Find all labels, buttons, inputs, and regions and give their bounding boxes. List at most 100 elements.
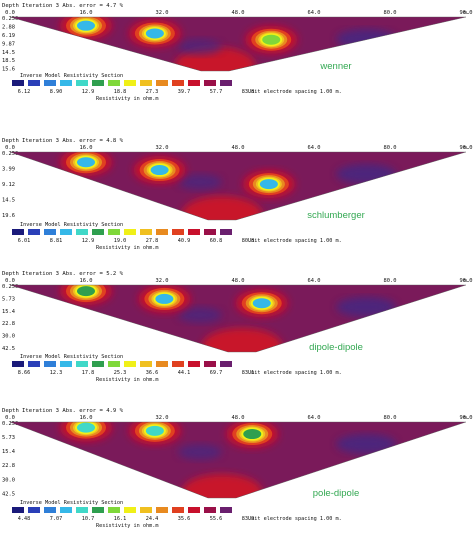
depth-tick-label: 5.73 — [2, 296, 15, 302]
section-panel-dipole-dipole: Depth Iteration 3 Abs. error = 5.2 % 0.0 16… — [0, 268, 474, 396]
legend-swatch — [220, 229, 232, 235]
x-tick-label: 16.0 — [80, 415, 93, 421]
legend-swatch — [172, 80, 184, 86]
legend-swatch — [12, 507, 24, 513]
x-tick-label: 80.0 — [384, 415, 397, 421]
legend-swatch — [220, 80, 232, 86]
legend-swatch — [204, 507, 216, 513]
resistivity-anomaly — [242, 170, 295, 199]
resistivity-anomaly — [138, 285, 191, 313]
section-svg: Depth Iteration 3 Abs. error = 4.9 % 0.0 16… — [2, 408, 473, 529]
legend-swatch — [172, 507, 184, 513]
low-resistivity-patch — [336, 164, 397, 184]
resistivity-unit-label: Resistivity in ohm.m — [96, 523, 158, 529]
legend-swatch — [220, 361, 232, 367]
depth-header: Depth — [2, 271, 19, 277]
x-unit-label: m. — [464, 10, 471, 16]
x-tick-label: 64.0 — [308, 10, 321, 16]
legend-swatch — [44, 229, 56, 235]
legend-value: 83.8 — [242, 89, 255, 95]
section-outline — [9, 421, 467, 499]
x-tick-label: 16.0 — [80, 145, 93, 151]
x-unit-label: m. — [464, 278, 471, 284]
x-tick-label: 48.0 — [232, 145, 245, 151]
section-outline — [9, 151, 467, 221]
legend-swatch — [28, 80, 40, 86]
legend-value: 8.90 — [50, 89, 63, 95]
legend-value: 17.8 — [82, 370, 95, 376]
legend-value: 7.07 — [50, 516, 63, 522]
legend-value: 27.8 — [146, 238, 159, 244]
legend-value: 80.8 — [242, 238, 255, 244]
legend-swatch — [44, 507, 56, 513]
x-tick-label: 80.0 — [384, 145, 397, 151]
color-legend: 6.12 8.90 12.9 18.8 27.3 39.7 57.7 83.8 — [12, 80, 254, 95]
legend-value: 8.66 — [18, 370, 31, 376]
x-unit-label: m. — [464, 145, 471, 151]
low-resistivity-patch — [178, 444, 222, 460]
legend-swatch — [204, 80, 216, 86]
depth-tick-label: 6.19 — [2, 33, 15, 39]
x-tick-label: 32.0 — [156, 278, 169, 284]
depth-header: Depth — [2, 3, 19, 9]
section-body — [10, 285, 466, 352]
depth-tick-label: 42.5 — [2, 491, 15, 497]
method-label: wenner — [319, 61, 351, 72]
legend-swatch — [12, 361, 24, 367]
legend-swatch — [108, 229, 120, 235]
legend-swatch — [188, 229, 200, 235]
legend-value: 39.7 — [178, 89, 191, 95]
iteration-label: Iteration 3 Abs. error = 4.8 % — [22, 138, 124, 144]
depth-tick-label: 22.8 — [2, 321, 15, 327]
anomaly-ring — [145, 28, 164, 39]
depth-tick-label: 2.88 — [2, 24, 15, 30]
low-resistivity-patch — [336, 297, 397, 317]
low-resistivity-patch — [178, 307, 222, 323]
legend-swatch — [92, 80, 104, 86]
color-legend: 8.66 12.3 17.8 25.3 36.6 44.1 69.7 83.1 — [12, 361, 254, 376]
legend-swatch — [172, 361, 184, 367]
section-body — [10, 422, 466, 498]
x-tick-label: 64.0 — [308, 278, 321, 284]
anomaly-ring — [77, 286, 95, 297]
legend-swatch — [44, 80, 56, 86]
depth-tick-label: 30.0 — [2, 477, 15, 483]
x-tick-label: 0.0 — [5, 278, 15, 284]
resistivity-unit-label: Resistivity in ohm.m — [96, 245, 158, 251]
legend-swatch — [60, 507, 72, 513]
anomaly-ring — [262, 34, 281, 45]
depth-tick-label: 5.73 — [2, 435, 15, 441]
legend-value: 6.01 — [18, 238, 31, 244]
x-tick-label: 80.0 — [384, 10, 397, 16]
legend-swatch — [124, 229, 136, 235]
legend-swatch — [108, 507, 120, 513]
legend-value: 60.8 — [210, 238, 223, 244]
x-tick-label: 96.0 — [460, 10, 473, 16]
legend-value: 16.1 — [114, 516, 127, 522]
model-title: Inverse Model Resistivity Section — [20, 222, 123, 228]
legend-value: 35.6 — [178, 516, 191, 522]
model-title: Inverse Model Resistivity Section — [20, 73, 123, 79]
anomaly-ring — [77, 20, 95, 31]
legend-value: 27.3 — [146, 89, 159, 95]
method-label: dipole-dipole — [309, 342, 363, 353]
x-tick-label: 48.0 — [232, 10, 245, 16]
x-tick-label: 16.0 — [80, 10, 93, 16]
resistivity-anomaly — [60, 17, 112, 40]
x-tick-label: 64.0 — [308, 145, 321, 151]
resistivity-anomaly — [60, 285, 112, 306]
anomaly-ring — [145, 425, 164, 436]
legend-value: 12.9 — [82, 238, 95, 244]
legend-swatch — [28, 361, 40, 367]
deep-conductive-zone — [182, 196, 262, 220]
legend-value: 25.3 — [114, 370, 127, 376]
legend-swatch — [204, 361, 216, 367]
legend-swatch — [140, 80, 152, 86]
x-tick-label: 96.0 — [460, 415, 473, 421]
x-tick-label: 48.0 — [232, 278, 245, 284]
legend-swatch — [92, 507, 104, 513]
legend-swatch — [12, 80, 24, 86]
depth-tick-label: 9.12 — [2, 182, 15, 188]
section-svg: Depth Iteration 3 Abs. error = 4.8 % 0.0 16… — [2, 138, 472, 251]
depth-tick-label: 9.87 — [2, 41, 15, 47]
